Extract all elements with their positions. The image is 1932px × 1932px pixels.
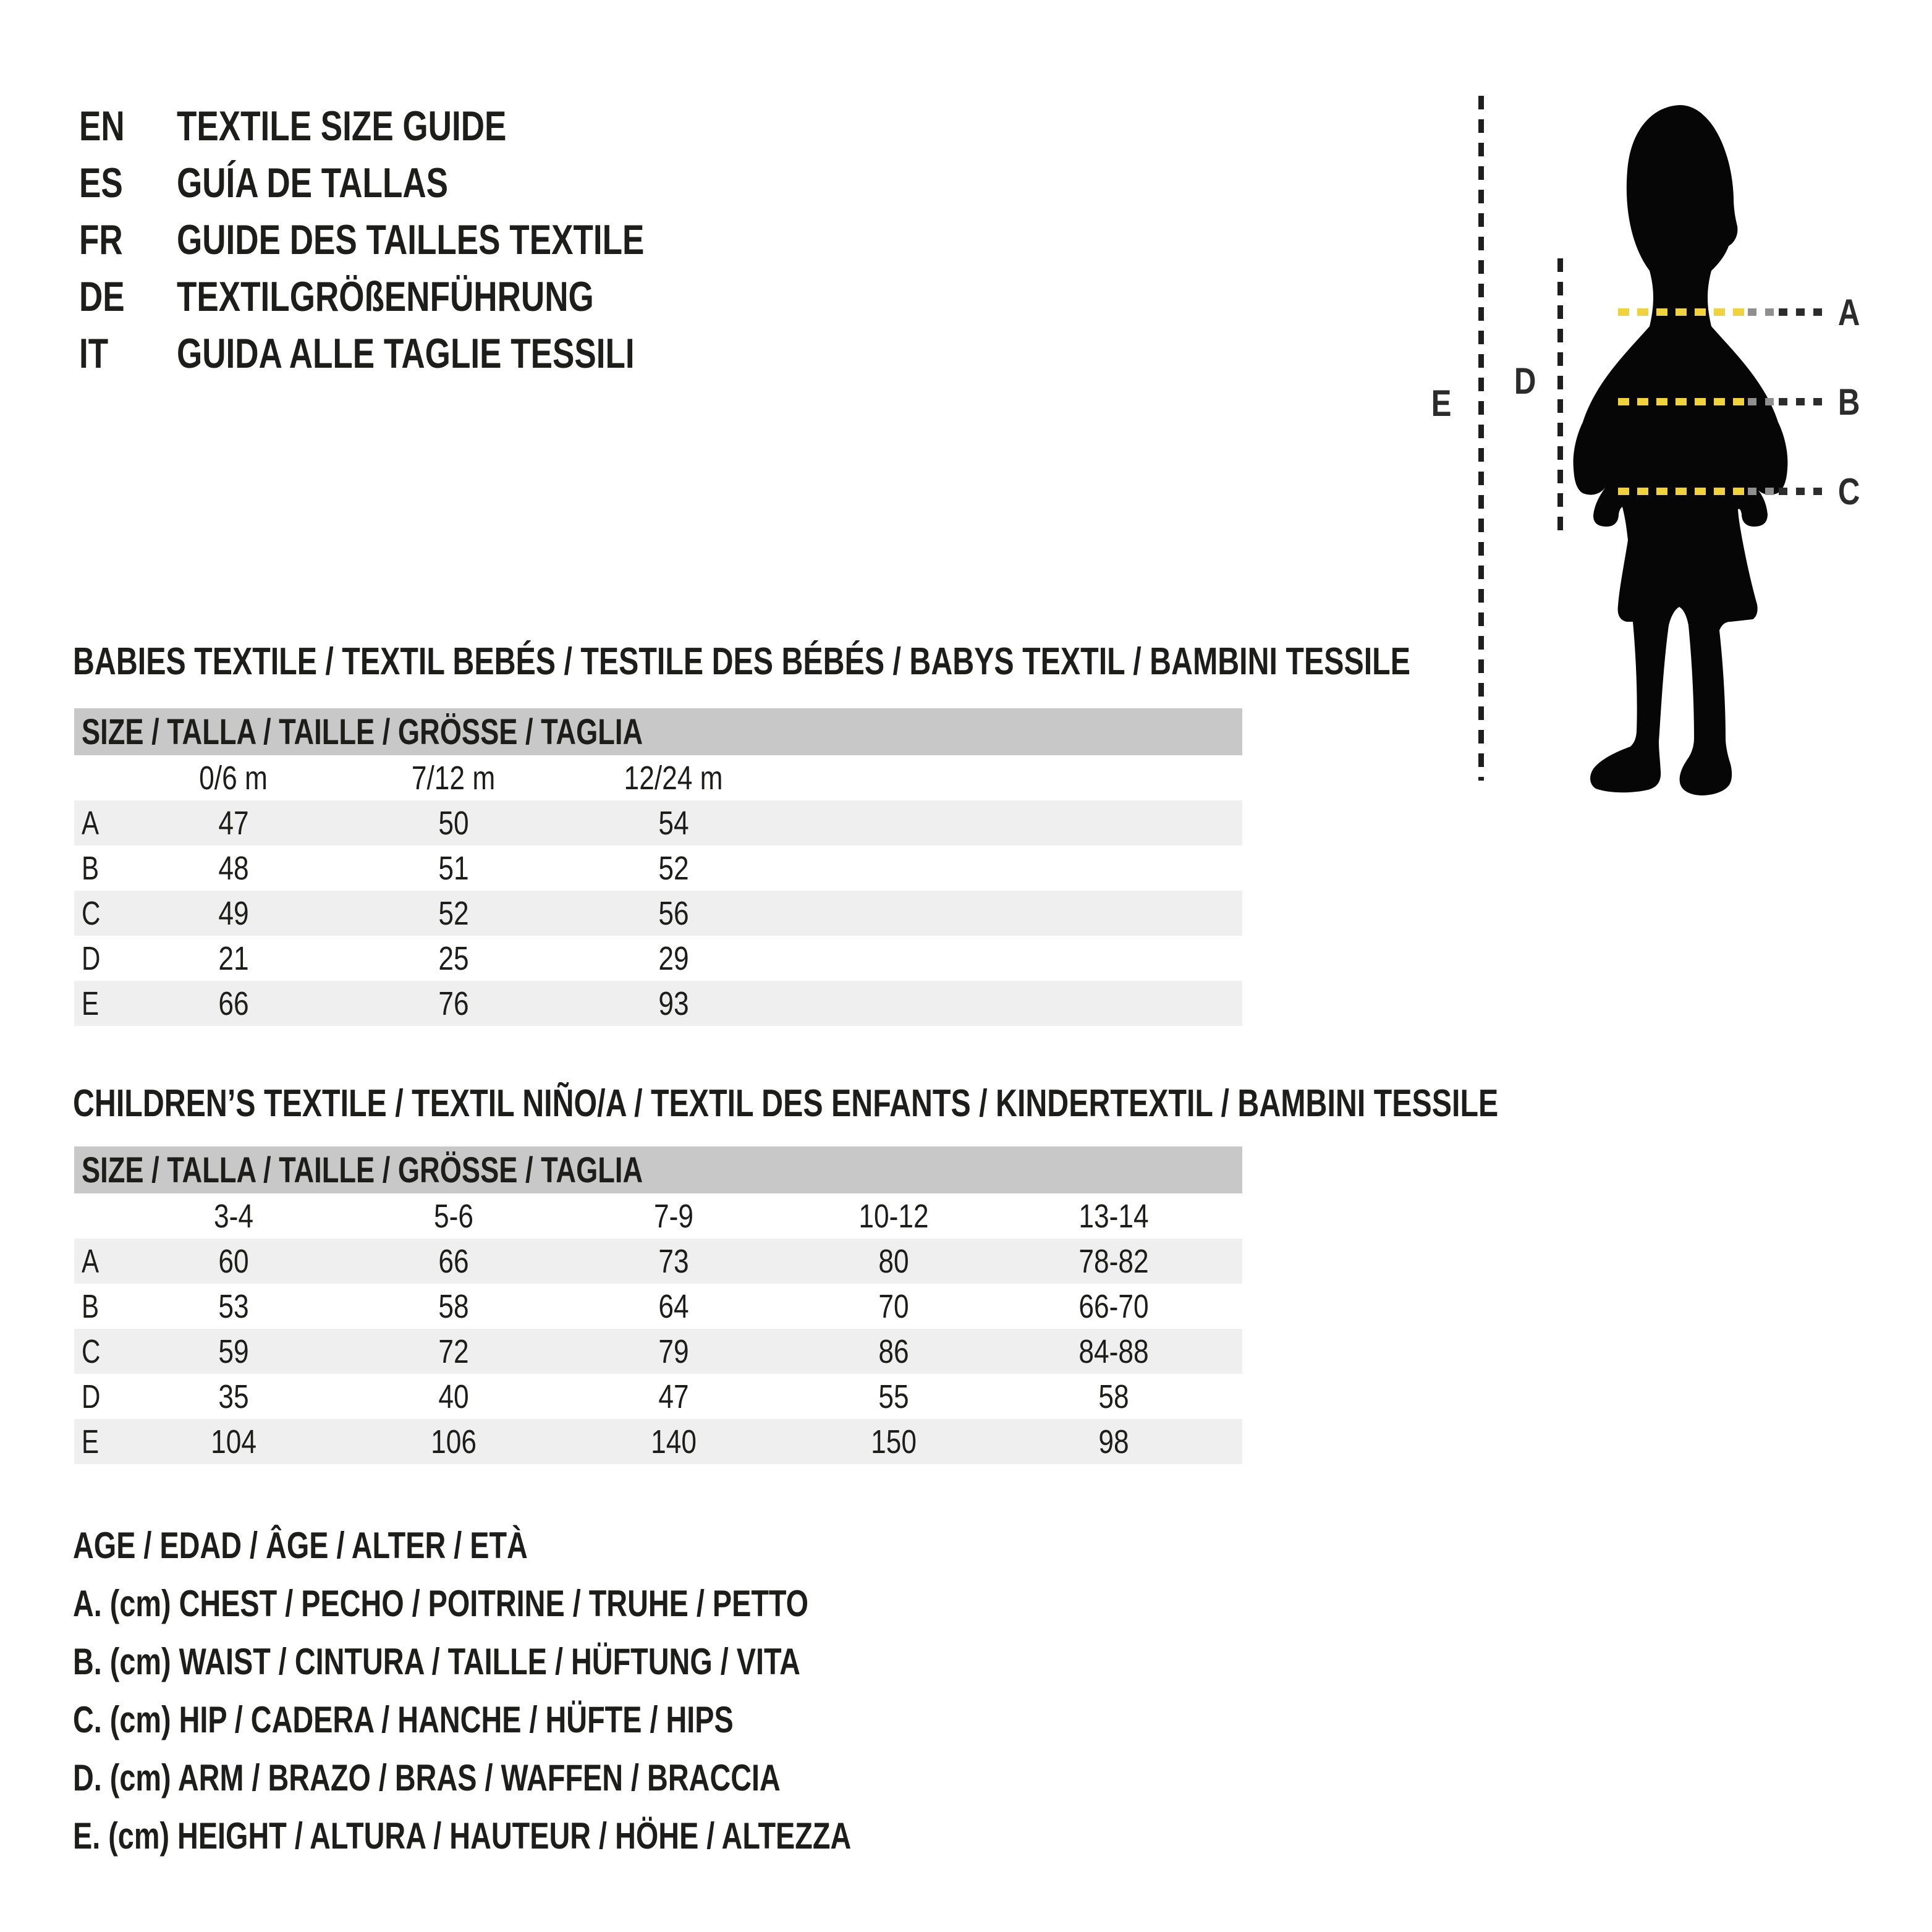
babies-size-table: SIZE / TALLA / TAILLE / GRÖSSE / TAGLIA … xyxy=(74,708,1242,1026)
children-col-4: 13-14 xyxy=(1078,1197,1149,1235)
guide-title-it: GUIDA ALLE TAGLIE TESSILI xyxy=(177,330,635,377)
children-size-header-label: SIZE / TALLA / TAILLE / GRÖSSE / TAGLIA xyxy=(82,1150,643,1190)
babies-size-header-label: SIZE / TALLA / TAILLE / GRÖSSE / TAGLIA xyxy=(82,711,643,752)
babies-column-header-row: 0/6 m 7/12 m 12/24 m xyxy=(74,755,1242,800)
table-row: E 104 106 140 150 98 xyxy=(74,1419,1242,1464)
hip-measure-line-c-fade xyxy=(1748,488,1775,495)
hip-measure-line-c-ext xyxy=(1779,488,1823,495)
babies-size-header-band: SIZE / TALLA / TAILLE / GRÖSSE / TAGLIA xyxy=(74,708,1242,755)
row-label: E xyxy=(82,985,100,1022)
guide-title-en: TEXTILE SIZE GUIDE xyxy=(177,103,507,150)
row-label: E xyxy=(82,1423,100,1460)
measure-label-a: A xyxy=(1838,292,1860,333)
table-row: A 60 66 73 80 78-82 xyxy=(74,1239,1242,1284)
row-label: B xyxy=(82,849,100,887)
guide-title-fr: GUIDE DES TAILLES TEXTILE xyxy=(177,216,645,263)
legend-height-line: E. (cm) HEIGHT / ALTURA / HAUTEUR / HÖHE… xyxy=(73,1815,852,1857)
table-row: A 47 50 54 xyxy=(74,800,1242,845)
table-row: B 48 51 52 xyxy=(82,849,689,887)
child-silhouette-image xyxy=(1573,105,1788,795)
waist-measure-line-b xyxy=(1618,398,1744,405)
row-label: D xyxy=(82,939,101,977)
language-row-de: DE TEXTILGRÖßENFÜHRUNG xyxy=(79,268,776,325)
hip-measure-line-c xyxy=(1618,488,1744,495)
legend-chest-line: A. (cm) CHEST / PECHO / POITRINE / TRUHE… xyxy=(73,1582,809,1624)
children-section-heading: CHILDREN’S TEXTILE / TEXTIL NIÑO/A / TEX… xyxy=(73,1082,1499,1125)
table-row: D 35 40 47 55 58 xyxy=(82,1378,1129,1415)
chest-measure-line-a xyxy=(1618,308,1744,316)
children-col-3: 10-12 xyxy=(858,1197,929,1235)
legend-waist-line: B. (cm) WAIST / CINTURA / TAILLE / HÜFTU… xyxy=(73,1640,800,1682)
language-code: EN xyxy=(79,103,125,150)
measurement-legend: AGE / EDAD / ÂGE / ALTER / ETÀ A. (cm) C… xyxy=(73,1516,1070,1865)
table-row: C 49 52 56 xyxy=(74,891,1242,936)
chest-measure-line-a-ext xyxy=(1779,308,1823,316)
chest-measure-line-a-fade xyxy=(1748,308,1775,316)
children-size-table: SIZE / TALLA / TAILLE / GRÖSSE / TAGLIA … xyxy=(74,1146,1242,1464)
table-row: C 59 72 79 86 84-88 xyxy=(74,1329,1242,1374)
row-label: A xyxy=(82,1242,100,1280)
arm-measure-line-d xyxy=(1557,258,1563,532)
children-col-2: 7-9 xyxy=(653,1197,693,1235)
table-row: E 66 76 93 xyxy=(74,981,1242,1026)
waist-measure-line-b-ext xyxy=(1779,398,1823,405)
language-code: DE xyxy=(79,273,125,320)
language-code: ES xyxy=(79,159,123,206)
guide-title-es: GUÍA DE TALLAS xyxy=(177,159,449,206)
row-label: D xyxy=(82,1378,101,1415)
measure-label-e: E xyxy=(1431,383,1452,424)
children-col-1: 5-6 xyxy=(433,1197,473,1235)
row-label: C xyxy=(82,894,101,932)
row-label: A xyxy=(82,804,100,842)
babies-section-heading: BABIES TEXTILE / TEXTIL BEBÉS / TESTILE … xyxy=(73,640,1410,683)
children-col-0: 3-4 xyxy=(213,1197,253,1235)
language-row-en: EN TEXTILE SIZE GUIDE xyxy=(79,98,776,155)
measure-label-d: D xyxy=(1514,360,1536,402)
legend-arm-line: D. (cm) ARM / BRAZO / BRAS / WAFFEN / BR… xyxy=(73,1756,781,1799)
language-code: IT xyxy=(79,330,109,377)
legend-hip-line: C. (cm) HIP / CADERA / HANCHE / HÜFTE / … xyxy=(73,1698,734,1740)
language-code: FR xyxy=(79,216,123,263)
measure-label-c: C xyxy=(1838,471,1860,512)
measure-label-b: B xyxy=(1838,381,1860,423)
children-column-header-row: 3-4 5-6 7-9 10-12 13-14 xyxy=(74,1193,1242,1239)
babies-col-2: 12/24 m xyxy=(624,759,724,797)
children-size-header-band: SIZE / TALLA / TAILLE / GRÖSSE / TAGLIA xyxy=(74,1146,1242,1193)
language-row-es: ES GUÍA DE TALLAS xyxy=(79,155,776,211)
babies-col-0: 0/6 m xyxy=(199,759,268,797)
waist-measure-line-b-fade xyxy=(1748,398,1775,405)
language-row-it: IT GUIDA ALLE TAGLIE TESSILI xyxy=(79,325,776,382)
row-label: C xyxy=(82,1332,101,1370)
babies-col-1: 7/12 m xyxy=(412,759,496,797)
guide-title-de: TEXTILGRÖßENFÜHRUNG xyxy=(177,273,594,320)
table-row: B 53 58 64 70 66-70 xyxy=(82,1287,1149,1325)
language-title-list: EN TEXTILE SIZE GUIDE ES GUÍA DE TALLAS … xyxy=(79,98,776,382)
language-row-fr: FR GUIDE DES TAILLES TEXTILE xyxy=(79,211,776,268)
legend-age-line: AGE / EDAD / ÂGE / ALTER / ETÀ xyxy=(73,1524,528,1566)
table-row: D 21 25 29 xyxy=(82,939,689,977)
row-label: B xyxy=(82,1287,100,1325)
